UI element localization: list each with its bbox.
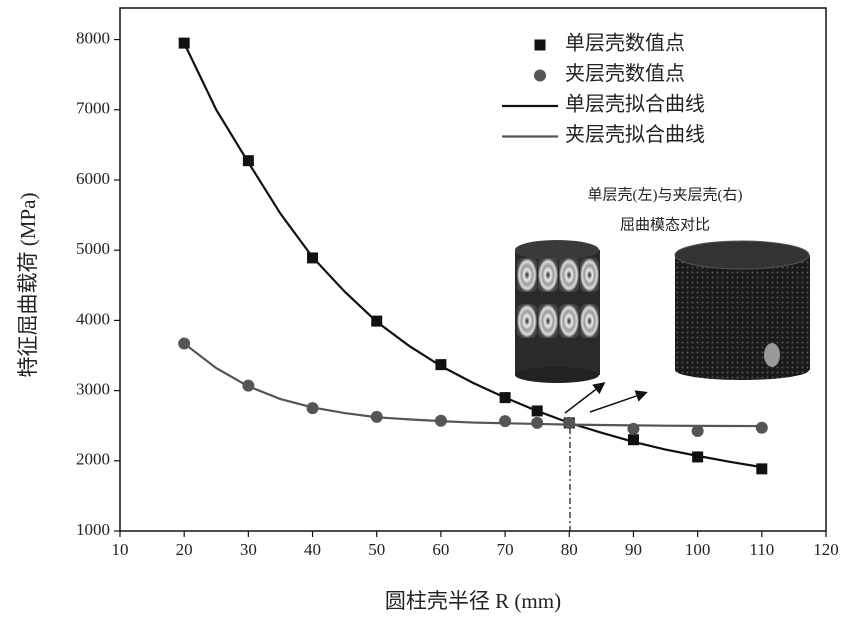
y-tick-label: 2000 xyxy=(76,450,110,469)
legend-swatch xyxy=(534,70,546,82)
data-point xyxy=(692,425,704,437)
x-tick-label: 10 xyxy=(112,540,129,559)
legend-swatch xyxy=(535,40,546,51)
legend-label: 夹层壳数值点 xyxy=(565,62,685,85)
data-point xyxy=(756,422,768,434)
y-tick-label: 5000 xyxy=(76,239,110,258)
x-tick-label: 120 xyxy=(813,540,839,559)
x-tick-label: 70 xyxy=(497,540,514,559)
legend-label: 单层壳数值点 xyxy=(565,32,685,55)
y-tick-label: 8000 xyxy=(76,28,110,47)
x-tick-label: 50 xyxy=(368,540,385,559)
x-tick-label: 30 xyxy=(240,540,257,559)
chart: 10 20 30 40 50 60 70 80 90 100 110 120 1000 2000 3000 4… xyxy=(0,0,848,623)
legend-label: 单层壳拟合曲线 xyxy=(565,93,705,116)
x-axis-label: 圆柱壳半径 R (mm) xyxy=(385,589,561,613)
data-point xyxy=(500,392,511,403)
data-point xyxy=(692,451,703,462)
arrow xyxy=(565,384,603,413)
y-tick-label: 4000 xyxy=(76,309,110,328)
x-tick-label: 20 xyxy=(176,540,193,559)
y-tick-label: 1000 xyxy=(76,520,110,539)
data-point xyxy=(178,338,190,350)
data-point xyxy=(242,380,254,392)
data-point xyxy=(628,434,639,445)
arrow xyxy=(590,393,645,412)
x-tick-label: 110 xyxy=(749,540,774,559)
data-point xyxy=(307,402,319,414)
data-point xyxy=(563,417,575,429)
x-tick-label: 100 xyxy=(685,540,711,559)
data-point xyxy=(756,463,767,474)
data-point xyxy=(243,155,254,166)
sandwich-shell-image xyxy=(675,241,810,380)
data-point xyxy=(499,415,511,427)
y-tick-label: 3000 xyxy=(76,380,110,399)
y-axis-label: 特征屈曲载荷 (MPa) xyxy=(16,193,40,378)
annotation: 单层壳(左)与夹层壳(右) xyxy=(588,186,743,203)
data-point xyxy=(435,415,447,427)
data-point xyxy=(179,38,190,49)
x-tick-label: 60 xyxy=(432,540,449,559)
legend-label: 夹层壳拟合曲线 xyxy=(565,123,705,146)
data-point xyxy=(307,252,318,263)
x-tick-label: 40 xyxy=(304,540,321,559)
y-tick-label: 6000 xyxy=(76,169,110,188)
data-point xyxy=(435,359,446,370)
annotation: 屈曲模态对比 xyxy=(620,216,710,233)
data-point xyxy=(531,417,543,429)
x-tick-label: 90 xyxy=(625,540,642,559)
x-tick-label: 80 xyxy=(561,540,578,559)
y-tick-label: 7000 xyxy=(76,99,110,118)
single-shell-image xyxy=(515,240,600,383)
data-point xyxy=(371,411,383,423)
data-point xyxy=(532,405,543,416)
data-point xyxy=(371,316,382,327)
data-point xyxy=(627,423,639,435)
